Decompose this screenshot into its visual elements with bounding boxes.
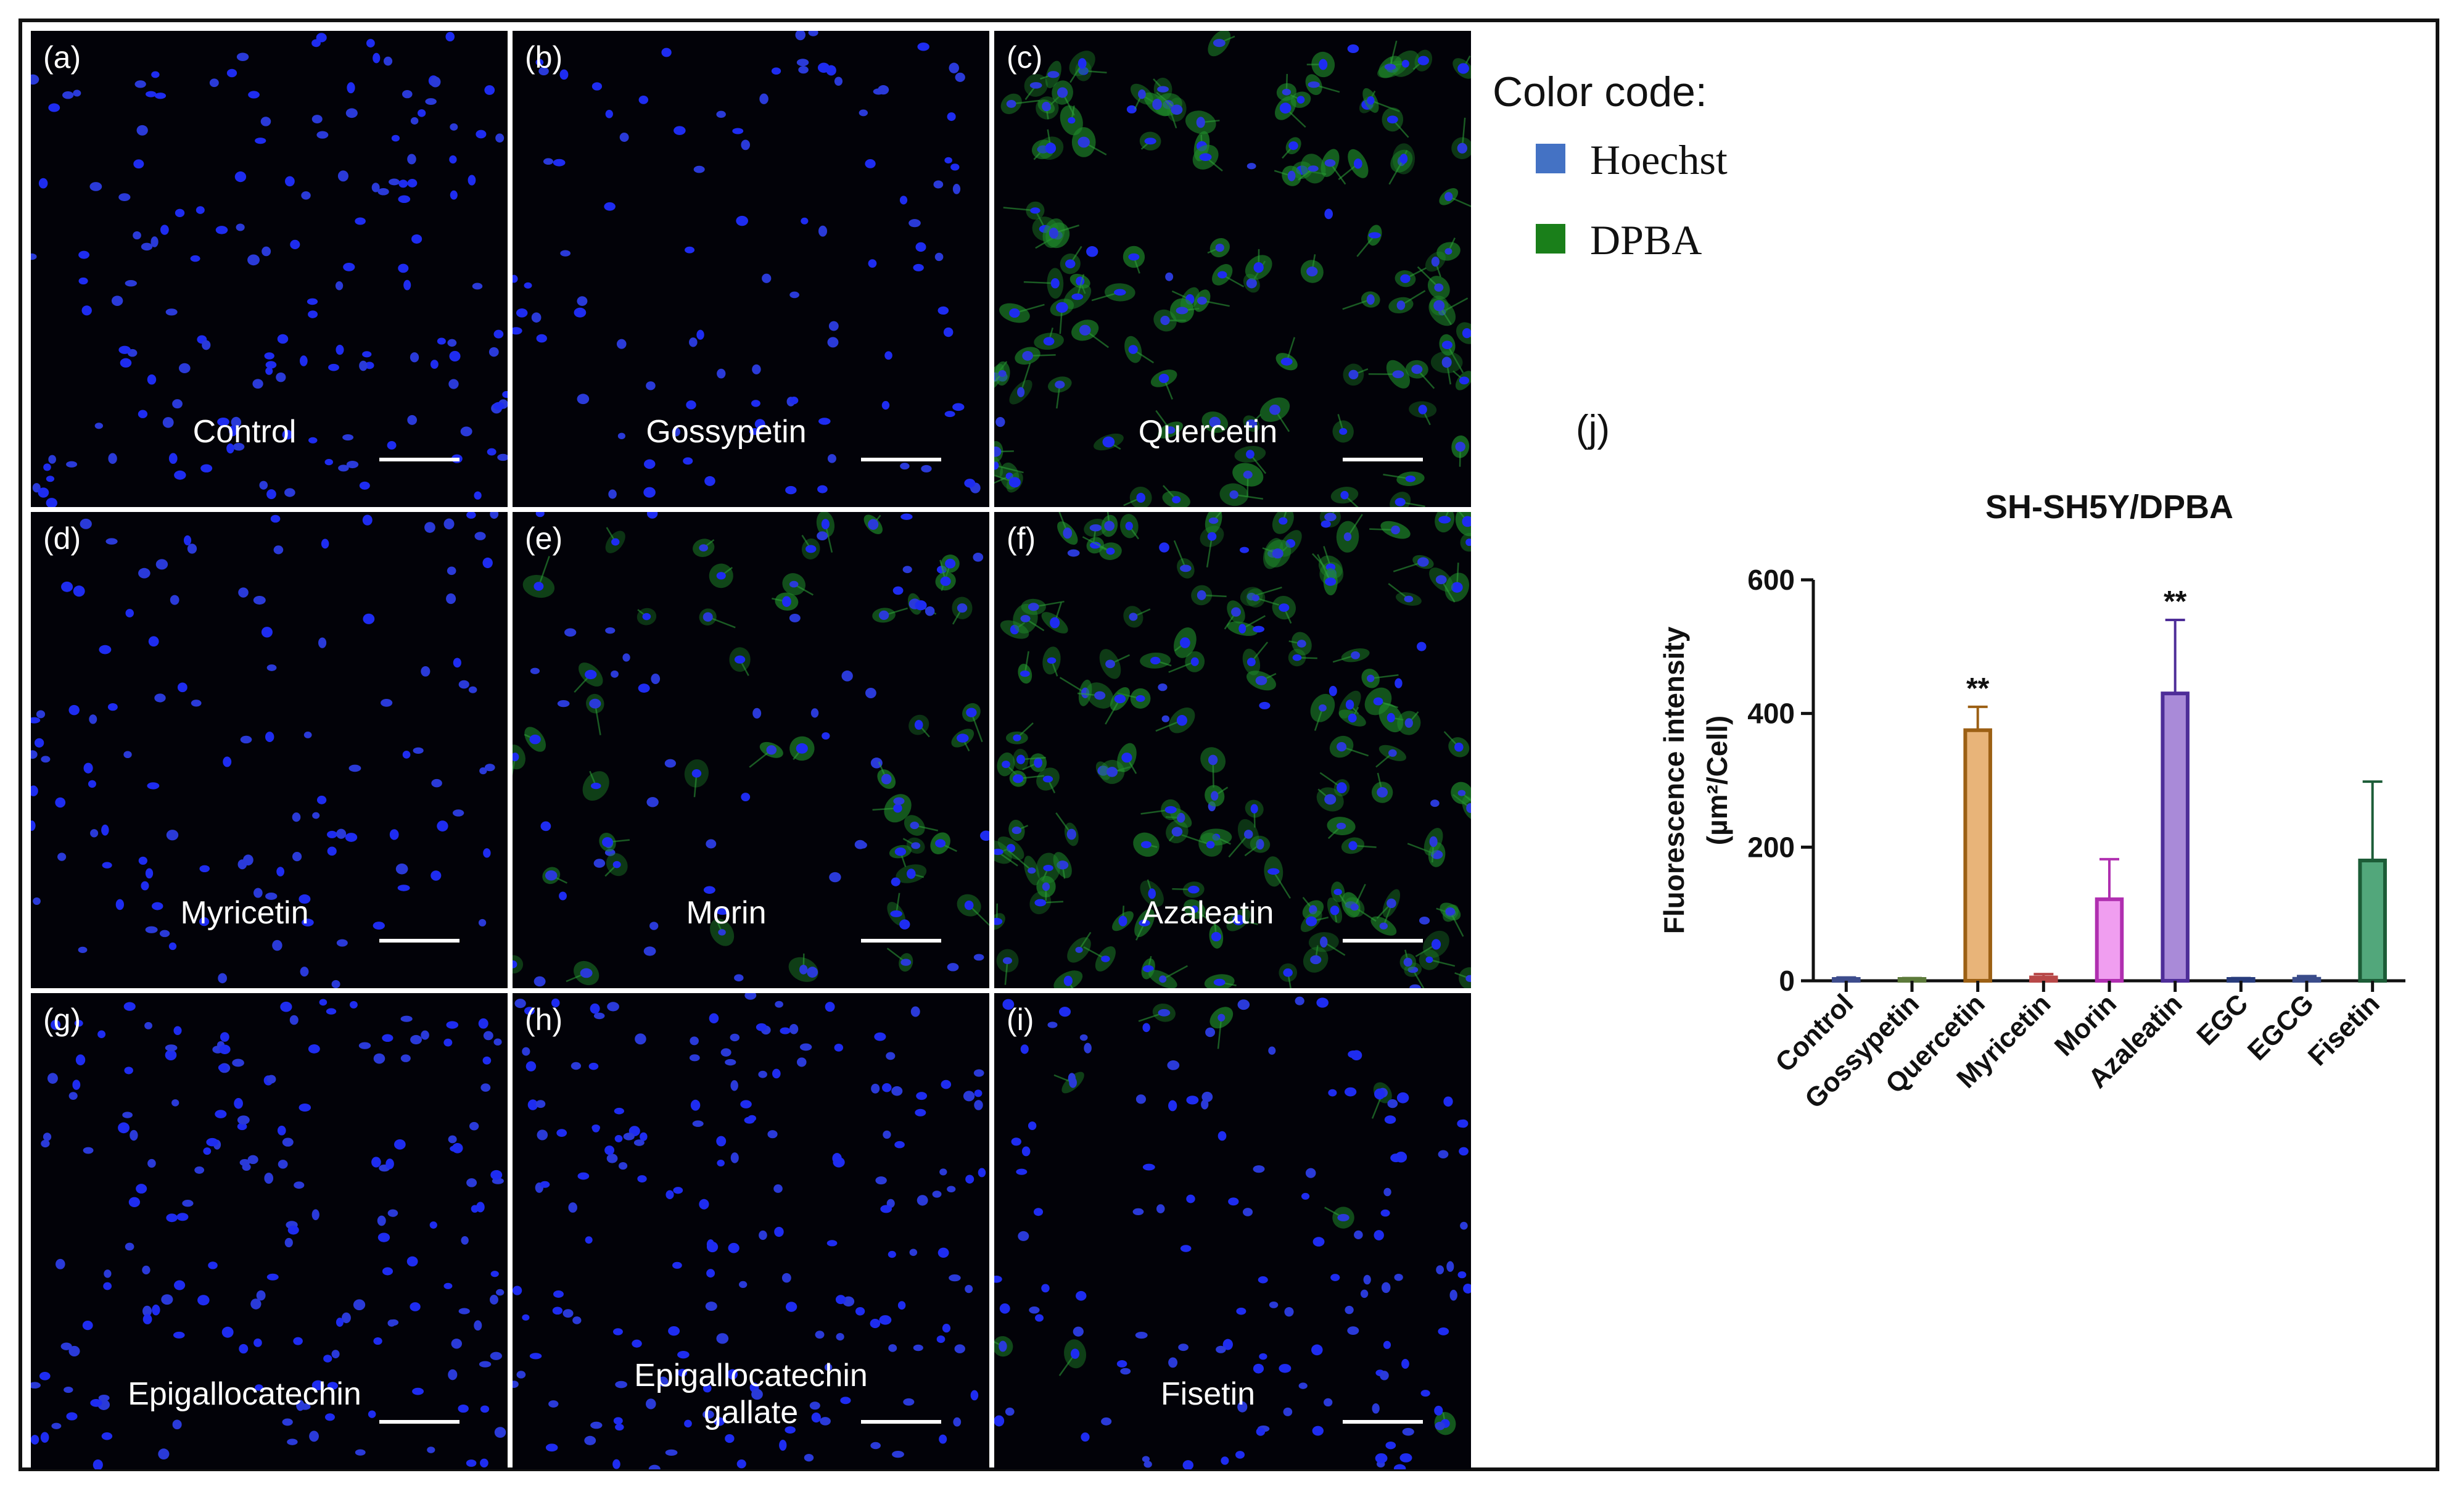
scale-bar xyxy=(1343,939,1423,943)
cell-image xyxy=(994,996,1471,1469)
scale-bar xyxy=(861,1420,941,1424)
panel-letter: (b) xyxy=(525,40,563,75)
micrograph-panel: (e) Morin xyxy=(513,512,989,988)
panel-label: Morin xyxy=(686,895,767,931)
micrograph-panel: (a) Control xyxy=(31,31,508,507)
cell-image xyxy=(513,512,989,987)
panel-j-letter: (j) xyxy=(1576,408,1610,450)
scale-bar xyxy=(379,458,459,461)
cell-image xyxy=(513,993,986,1469)
panel-label: Myricetin xyxy=(180,895,309,931)
cell-image xyxy=(31,31,508,507)
legend-swatch-hoechst xyxy=(1536,144,1565,173)
micrograph-panel: (b) Gossypetin xyxy=(513,31,989,507)
panel-letter: (a) xyxy=(43,40,81,75)
panel-label: Quercetin xyxy=(1138,414,1278,450)
bar-quercetin xyxy=(1963,728,1992,983)
x-tick-label: Fisetin xyxy=(2302,988,2386,1071)
micrograph-panel: (d) Myricetin xyxy=(31,512,508,988)
micrograph-panel: (i) Fisetin xyxy=(994,993,1471,1469)
panel-letter: (d) xyxy=(43,521,81,556)
panel-letter: (g) xyxy=(43,1002,81,1037)
scale-bar xyxy=(379,1420,459,1424)
panel-label: Epigallocatechin xyxy=(128,1376,361,1412)
legend-label-hoechst: Hoechst xyxy=(1590,136,1728,183)
legend-label-dpba: DPBA xyxy=(1590,217,1702,263)
panel-label: Fisetin xyxy=(1160,1376,1256,1412)
bar-azaleatin xyxy=(2161,691,2190,983)
bar-egcg xyxy=(2292,976,2322,983)
y-tick-label: 0 xyxy=(1779,965,1795,997)
scale-bar xyxy=(861,458,941,461)
micrograph-panel: (c) Quercetin xyxy=(994,31,1471,507)
bar-fisetin xyxy=(2358,859,2387,983)
cell-image xyxy=(513,31,981,499)
panel-letter: (e) xyxy=(525,521,563,556)
color-legend: Color code: Hoechst DPBA xyxy=(1493,68,1924,302)
bar-morin xyxy=(2095,897,2124,983)
scale-bar xyxy=(1343,1420,1423,1424)
panel-label: Control xyxy=(192,414,297,450)
panel-label: Epigallocatechin gallate xyxy=(634,1358,868,1430)
scale-bar xyxy=(861,939,941,943)
bar-myricetin xyxy=(2029,975,2058,983)
y-axis-label: Fluorescence intensity xyxy=(1658,626,1690,934)
legend-swatch-dpba xyxy=(1536,224,1565,254)
cell-image xyxy=(994,31,1471,507)
legend-title: Color code: xyxy=(1493,68,1707,115)
y-tick-label: 600 xyxy=(1747,564,1795,596)
panel-label: Gossypetin xyxy=(646,414,807,450)
micrograph-panel: (h) Epigallocatechin gallate xyxy=(513,993,989,1469)
panel-letter: (c) xyxy=(1007,40,1043,75)
chart-title: SH-SH5Y/DPBA xyxy=(1985,489,2233,526)
micrograph-panel: (g) Epigallocatechin xyxy=(31,993,508,1469)
y-axis-unit: (µm²/Cell) xyxy=(1701,716,1733,846)
y-tick-label: 400 xyxy=(1747,698,1795,730)
bar-chart: SH-SH5Y/DPBA 0 200 400 600 Fluorescence inten… xyxy=(1658,489,2405,1115)
scale-bar xyxy=(1343,458,1423,461)
cell-image xyxy=(31,512,499,988)
panel-label: Azaleatin xyxy=(1142,895,1274,931)
cell-image xyxy=(994,512,1471,988)
scale-bar xyxy=(379,939,459,943)
panel-letter: (h) xyxy=(525,1002,563,1037)
panel-letter: (i) xyxy=(1007,1002,1034,1037)
y-tick-label: 200 xyxy=(1747,831,1795,863)
significance-marker: ** xyxy=(2164,585,2187,618)
cell-image xyxy=(31,999,506,1469)
significance-marker: ** xyxy=(1966,672,1990,705)
panel-letter: (f) xyxy=(1007,521,1036,556)
micrograph-panel: (f) Azaleatin xyxy=(994,512,1471,988)
micrograph-grid: (a) Control (b) Gossypetin (c) Quercetin (d) My… xyxy=(31,31,1471,1469)
